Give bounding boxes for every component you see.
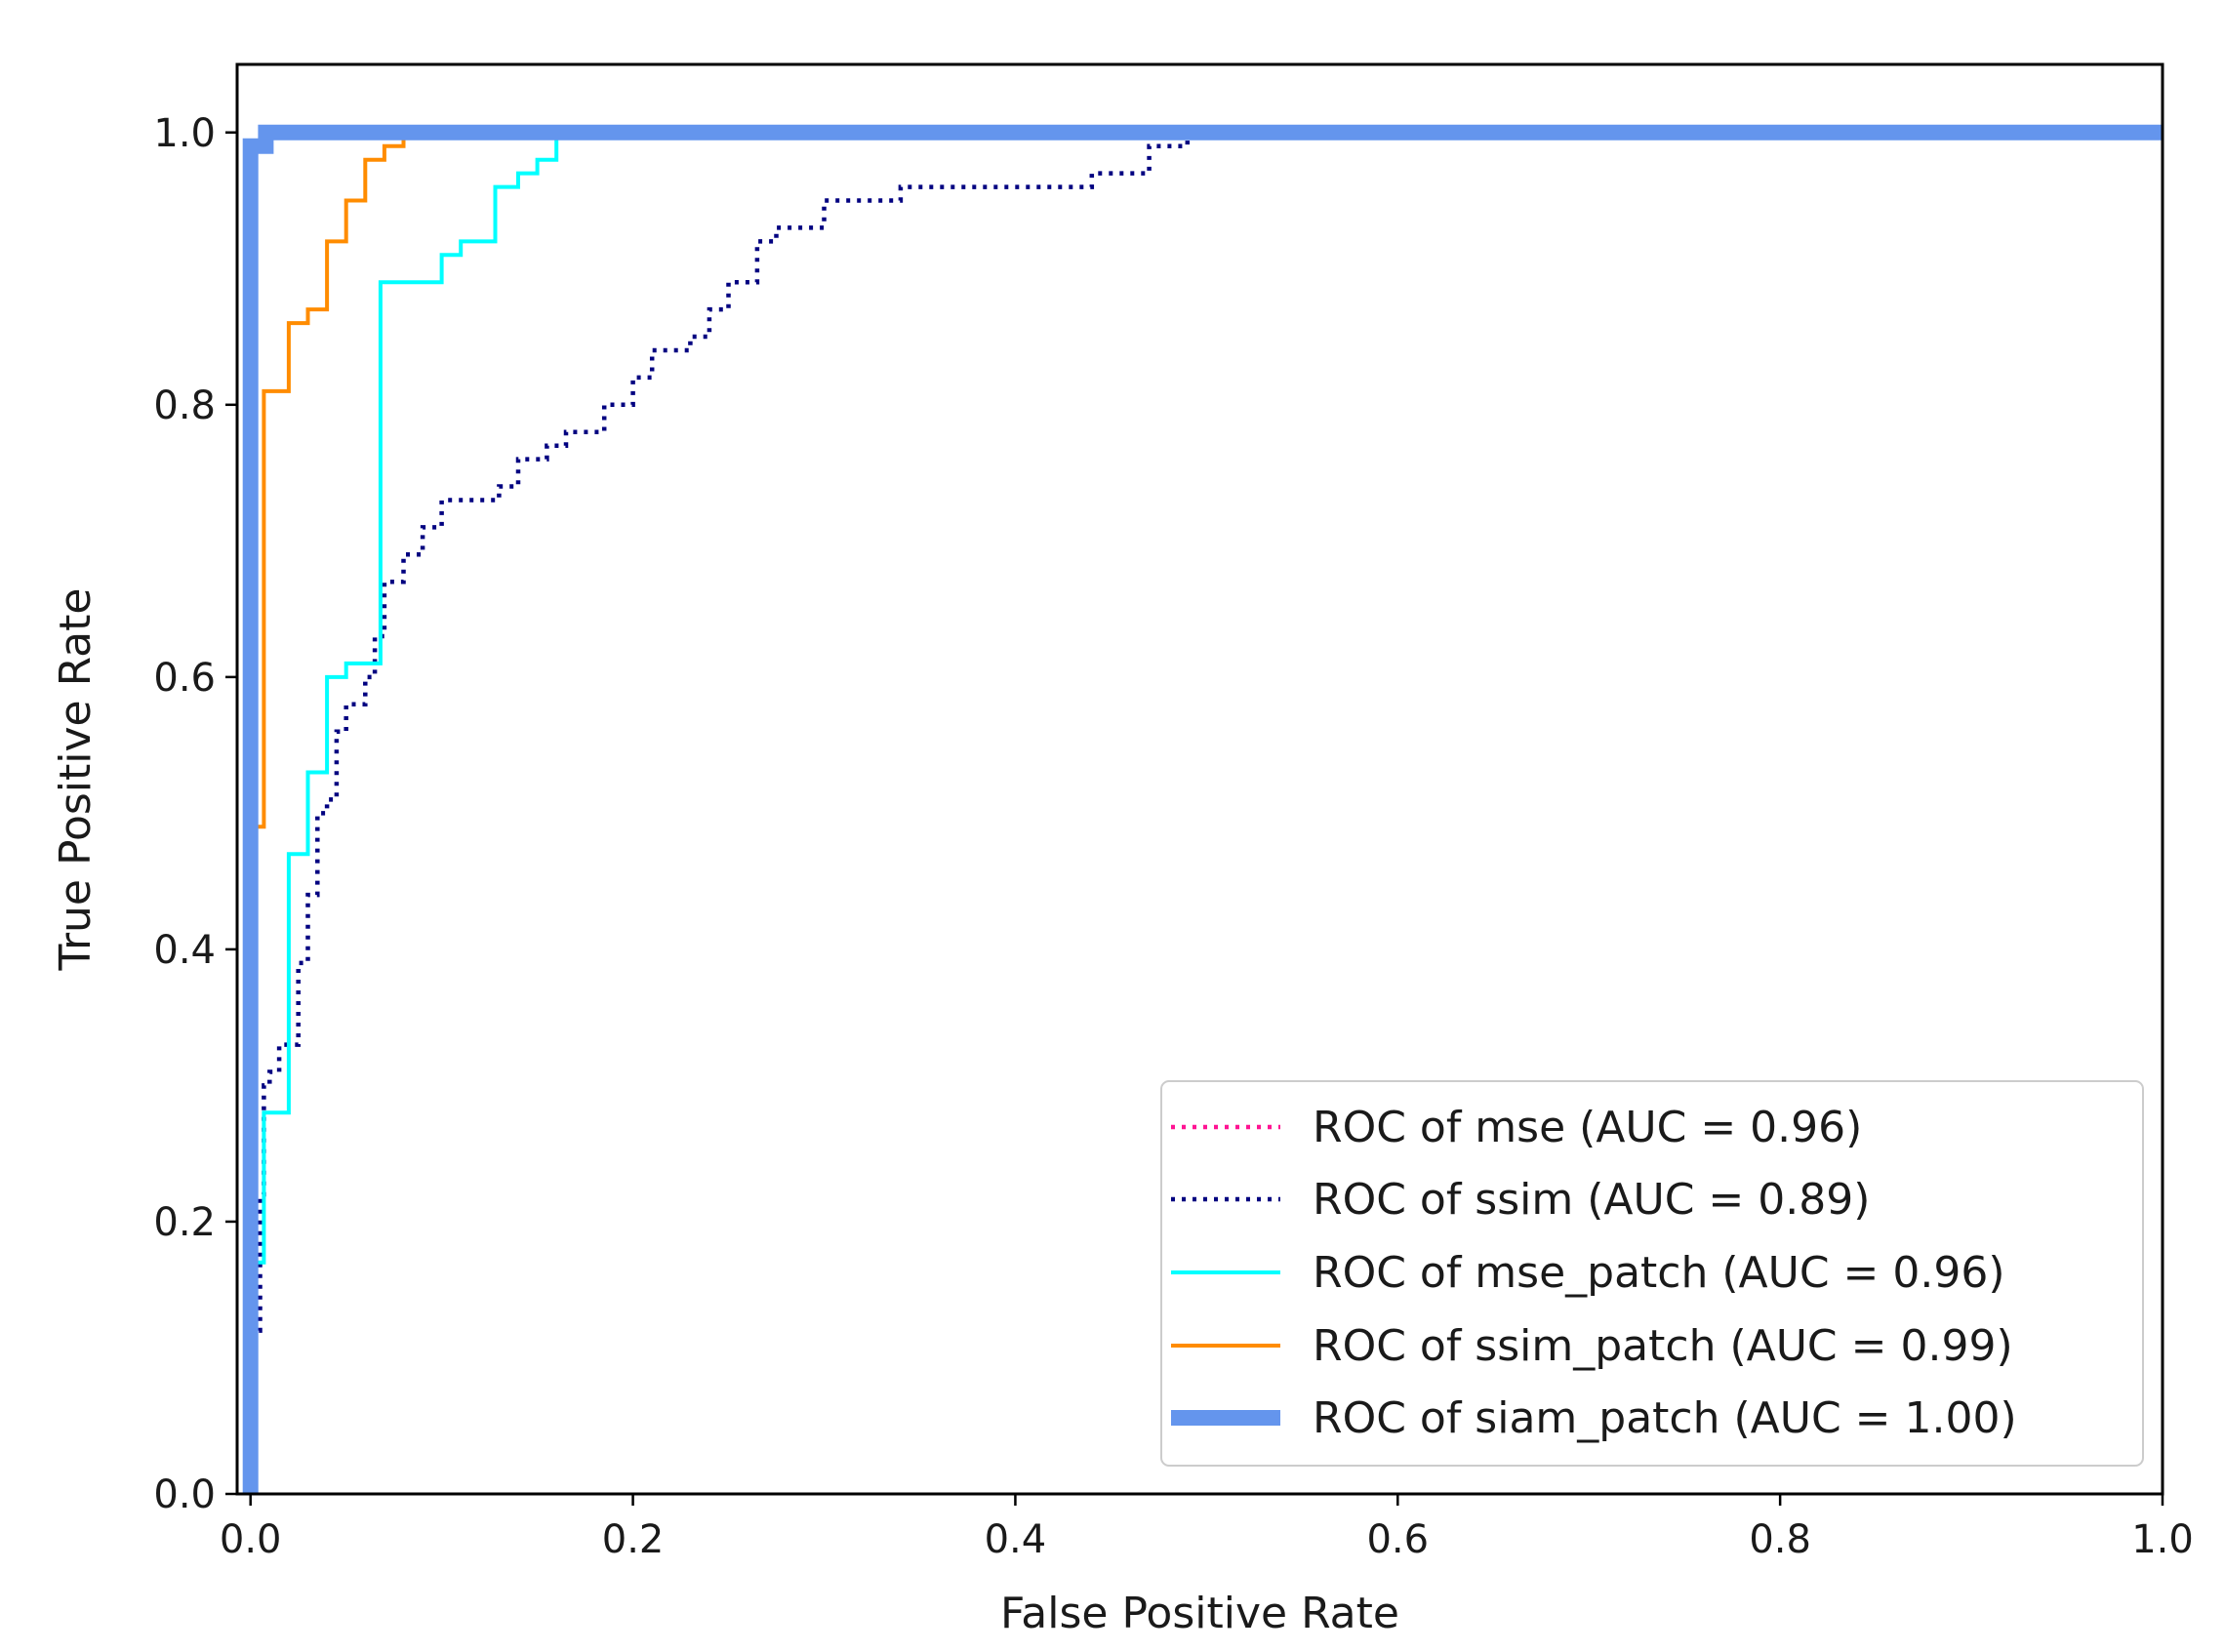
legend-label-0: ROC of mse (AUC = 0.96) <box>1313 1103 1862 1152</box>
x-tick-label: 0.8 <box>1749 1517 1811 1562</box>
x-tick-label: 0.4 <box>985 1517 1047 1562</box>
y-tick-label: 1.0 <box>153 111 216 156</box>
series-line-1 <box>248 130 2163 1494</box>
legend-label-1: ROC of ssim (AUC = 0.89) <box>1313 1175 1870 1225</box>
y-axis-label: True Positive Rate <box>51 588 101 972</box>
y-tick-label: 0.6 <box>153 656 216 701</box>
y-tick-label: 0.2 <box>153 1200 216 1245</box>
plot-frame <box>235 62 2164 1496</box>
series-line-2 <box>248 130 2163 1494</box>
x-tick-label: 0.6 <box>1366 1517 1429 1562</box>
axis-ticks: 0.0 0.2 0.4 0.6 0.8 1.0 0.0 0.2 0.4 0.6 0.8 1.0 <box>153 111 2193 1562</box>
y-tick-label: 0.0 <box>153 1472 216 1517</box>
series-line-4 <box>242 124 2163 1494</box>
legend-label-2: ROC of mse_patch (AUC = 0.96) <box>1313 1248 2005 1298</box>
legend-label-3: ROC of ssim_patch (AUC = 0.99) <box>1313 1321 2013 1371</box>
legend: ROC of mse (AUC = 0.96) ROC of ssim (AUC … <box>1160 1080 2144 1467</box>
series-layer <box>242 124 2163 1494</box>
x-tick-label: 0.0 <box>220 1517 282 1562</box>
y-tick-label: 0.8 <box>153 383 216 428</box>
x-axis-label: False Positive Rate <box>1000 1589 1399 1638</box>
legend-label-4: ROC of siam_patch (AUC = 1.00) <box>1313 1393 2017 1443</box>
x-tick-label: 0.2 <box>602 1517 665 1562</box>
series-line-3 <box>248 132 406 1494</box>
legend-box <box>1160 1080 2144 1467</box>
x-tick-label: 1.0 <box>2131 1517 2194 1562</box>
y-tick-label: 0.4 <box>153 928 216 973</box>
